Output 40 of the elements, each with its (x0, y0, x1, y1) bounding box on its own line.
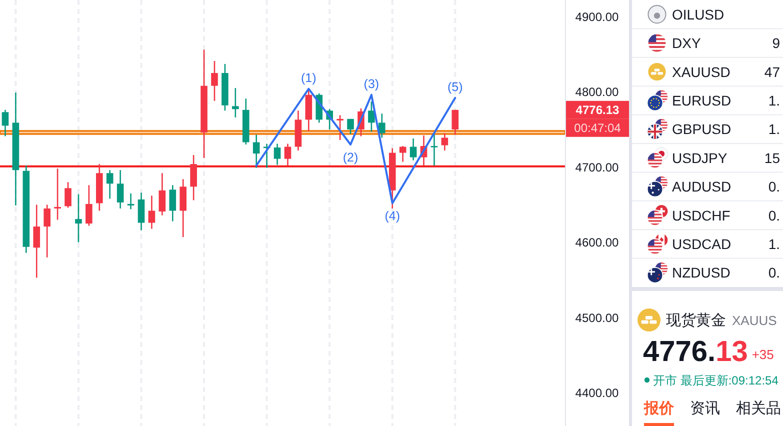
text: 47 (764, 64, 780, 80)
text: 1. (768, 92, 780, 108)
y-tick-label: 4400.00 (575, 386, 620, 400)
text: 报价 (643, 400, 675, 417)
text: 开市 最后更新:09:12:54 (653, 374, 779, 388)
category-label: EURUSD (672, 92, 732, 108)
category-label: USDCHF (672, 207, 730, 224)
annotation: (4) (384, 209, 400, 224)
category-label: GBPUSD (672, 121, 732, 138)
text: 00:47:04 (574, 121, 622, 136)
annotation: (5) (448, 80, 463, 94)
category-label: OILUSD (672, 6, 724, 22)
text: 0. (768, 178, 780, 195)
y-tick-label: 4900.00 (575, 10, 620, 24)
annotation: (3) (364, 76, 380, 91)
text: +35 (752, 347, 774, 362)
text: 1. (768, 236, 780, 252)
text: 资讯 (690, 400, 720, 417)
text: 4776.13 (576, 103, 620, 118)
text: XAUUS (732, 313, 778, 328)
annotation: (2) (342, 150, 358, 165)
category-label: AUDUSD (672, 178, 732, 195)
text: 4776.13 (643, 336, 748, 368)
text: 0. (768, 207, 780, 224)
annotation: (1) (301, 70, 316, 85)
category-label: USDJPY (672, 150, 728, 166)
text: 0. (768, 264, 780, 281)
text: 相关品 (736, 400, 781, 417)
text: 现货黄金 (666, 312, 726, 329)
category-label: DXY (672, 35, 702, 52)
category-label: NZDUSD (672, 264, 730, 281)
text: 15 (764, 150, 780, 166)
category-label: USDCAD (672, 236, 732, 252)
category-label: XAUUSD (672, 64, 730, 80)
y-tick-label: 4700.00 (575, 160, 620, 174)
text: 1. (768, 121, 780, 138)
text: 9 (772, 35, 780, 52)
y-tick-label: 4800.00 (575, 85, 620, 100)
y-tick-label: 4500.00 (575, 310, 620, 325)
y-tick-label: 4600.00 (575, 236, 620, 250)
